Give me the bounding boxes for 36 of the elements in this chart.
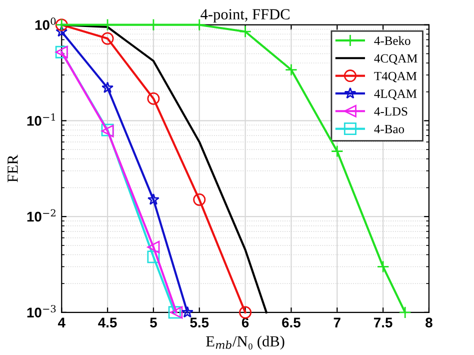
point: [56, 25, 68, 37]
x-tick-label: 4: [58, 318, 66, 328]
point: [181, 306, 194, 318]
x-tick-label: 7.5: [374, 318, 392, 328]
x-tick-label: 7: [334, 318, 340, 328]
point: [239, 25, 252, 38]
point: [101, 32, 114, 45]
x-tick-label: 5.5: [190, 318, 209, 328]
point: [398, 306, 412, 319]
point: [193, 193, 206, 206]
legend-label: 4LQAM: [374, 90, 417, 100]
point: [284, 64, 298, 76]
x-tick-label: 4.5: [98, 318, 117, 328]
point: [147, 92, 160, 105]
x-tick-label: 8: [426, 318, 432, 328]
y-tick-label: 10$^{−2}$: [27, 209, 56, 222]
x-tick-label: 6.5: [282, 318, 300, 328]
point: [147, 240, 160, 254]
point: [147, 250, 160, 264]
y-tick-label: 10$^{0}$: [35, 18, 56, 30]
legend-label: 4-LDS: [374, 107, 408, 116]
x-tick-label: 5: [150, 318, 157, 328]
point: [376, 260, 390, 273]
legend-label: 4-Bao: [374, 124, 404, 134]
x-axis-title: E$_{mb}$/N₀ (dB): [206, 336, 284, 350]
legend-label: 4-Beko: [374, 36, 410, 45]
y-tick-label: 10$^{−1}$: [27, 113, 56, 126]
point: [330, 145, 344, 158]
point: [147, 193, 160, 205]
point: [102, 82, 114, 94]
chart-title: 4-point, FFDC: [200, 9, 290, 23]
legend-label: 4CQAM: [374, 54, 418, 65]
legend-label: T4QAM: [374, 72, 417, 82]
point: [239, 306, 252, 319]
y-tick-label: 10$^{−3}$: [27, 305, 56, 318]
y-axis-title: FER: [8, 154, 18, 182]
